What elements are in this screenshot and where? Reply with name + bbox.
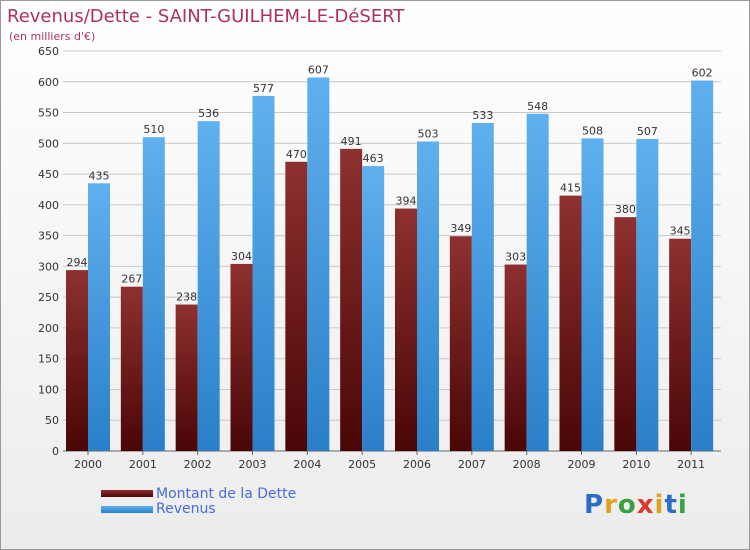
y-tick-label: 650 — [38, 45, 59, 58]
bar-revenus — [691, 80, 714, 452]
bar-debt — [449, 236, 472, 451]
data-label-revenus: 602 — [692, 67, 713, 80]
bar-debt — [340, 148, 363, 451]
x-tick-label: 2009 — [568, 458, 596, 471]
data-label-revenus: 508 — [582, 124, 603, 137]
bar-revenus — [88, 183, 110, 452]
data-label-revenus: 507 — [637, 125, 658, 138]
data-label-revenus: 533 — [472, 109, 493, 122]
logo-letter: t — [664, 490, 678, 520]
legend-label-debt: Montant de la Dette — [156, 486, 297, 502]
y-tick-label: 0 — [52, 445, 59, 458]
data-label-debt: 294 — [67, 256, 88, 269]
data-label-revenus: 435 — [89, 169, 110, 182]
data-label-debt: 470 — [286, 148, 307, 161]
x-tick-label: 2007 — [458, 458, 486, 471]
y-tick-label: 150 — [38, 353, 59, 366]
bar-debt — [230, 263, 253, 451]
y-tick-label: 500 — [38, 137, 59, 150]
data-label-revenus: 536 — [198, 107, 219, 120]
bar-debt — [66, 270, 88, 451]
legend-label-revenus: Revenus — [156, 501, 216, 517]
chart-title: Revenus/Dette - SAINT-GUILHEM-LE-DéSERT — [7, 6, 405, 27]
bar-debt — [559, 195, 582, 451]
data-label-revenus: 503 — [418, 127, 439, 140]
data-label-revenus: 607 — [308, 63, 329, 76]
bar-revenus — [252, 95, 275, 451]
data-label-revenus: 548 — [527, 100, 548, 113]
data-label-debt: 394 — [396, 195, 417, 208]
legend-swatch-debt — [101, 490, 153, 497]
legend-swatch-revenus — [101, 506, 153, 513]
logo-letter: r — [604, 490, 618, 520]
logo-letter: i — [677, 490, 688, 520]
data-label-debt: 491 — [341, 135, 362, 148]
x-tick-label: 2006 — [403, 458, 431, 471]
data-label-debt: 304 — [231, 250, 252, 263]
data-label-revenus: 510 — [143, 123, 164, 136]
bar-revenus — [526, 113, 549, 452]
data-label-debt: 415 — [560, 182, 581, 195]
y-tick-label: 350 — [38, 230, 59, 243]
bar-revenus — [636, 139, 659, 451]
x-tick-label: 2011 — [677, 458, 705, 471]
bar-debt — [504, 264, 527, 451]
proxiti-logo: Proxiti — [584, 490, 688, 520]
y-tick-label: 400 — [38, 199, 59, 212]
data-label-revenus: 577 — [253, 82, 274, 95]
logo-letter: i — [654, 490, 665, 520]
bar-debt — [395, 208, 417, 451]
x-tick-label: 2010 — [622, 458, 650, 471]
bar-revenus — [307, 77, 330, 451]
data-label-debt: 349 — [450, 222, 471, 235]
bar-revenus — [581, 138, 604, 451]
logo-letter: x — [636, 490, 655, 520]
y-tick-label: 200 — [38, 322, 59, 335]
bar-debt — [285, 161, 308, 451]
x-tick-label: 2002 — [184, 458, 212, 471]
x-tick-label: 2004 — [293, 458, 321, 471]
bar-revenus — [471, 123, 494, 451]
y-tick-label: 50 — [45, 414, 59, 427]
x-tick-label: 2008 — [513, 458, 541, 471]
y-tick-label: 600 — [38, 76, 59, 89]
data-label-debt: 380 — [615, 203, 636, 216]
logo-letter: o — [617, 490, 637, 520]
bar-debt — [669, 238, 692, 451]
logo-letter: P — [584, 490, 605, 520]
bar-revenus — [197, 121, 220, 452]
y-tick-label: 100 — [38, 383, 59, 396]
x-tick-label: 2003 — [239, 458, 267, 471]
labels: 0 50 100 150 200 250 300 350 400 450 500 550 600 650 2… — [38, 45, 713, 471]
data-label-debt: 267 — [121, 273, 142, 286]
bars — [66, 77, 714, 452]
bar-revenus — [362, 166, 385, 452]
y-tick-label: 250 — [38, 291, 59, 304]
data-label-debt: 303 — [505, 251, 526, 264]
chart-subtitle: (en milliers d'€) — [9, 30, 96, 43]
data-label-revenus: 463 — [363, 152, 384, 165]
x-tick-label: 2001 — [129, 458, 157, 471]
data-label-debt: 345 — [670, 225, 691, 238]
bar-revenus — [417, 141, 439, 451]
y-tick-label: 550 — [38, 107, 59, 120]
y-tick-label: 450 — [38, 168, 59, 181]
bar-debt — [120, 286, 143, 451]
x-tick-label: 2000 — [74, 458, 102, 471]
y-tick-label: 300 — [38, 260, 59, 273]
bar-debt — [614, 217, 637, 451]
grid-lines — [63, 50, 721, 455]
x-tick-label: 2005 — [348, 458, 376, 471]
bar-revenus — [142, 137, 165, 451]
data-label-debt: 238 — [176, 291, 197, 304]
bar-debt — [175, 304, 198, 451]
